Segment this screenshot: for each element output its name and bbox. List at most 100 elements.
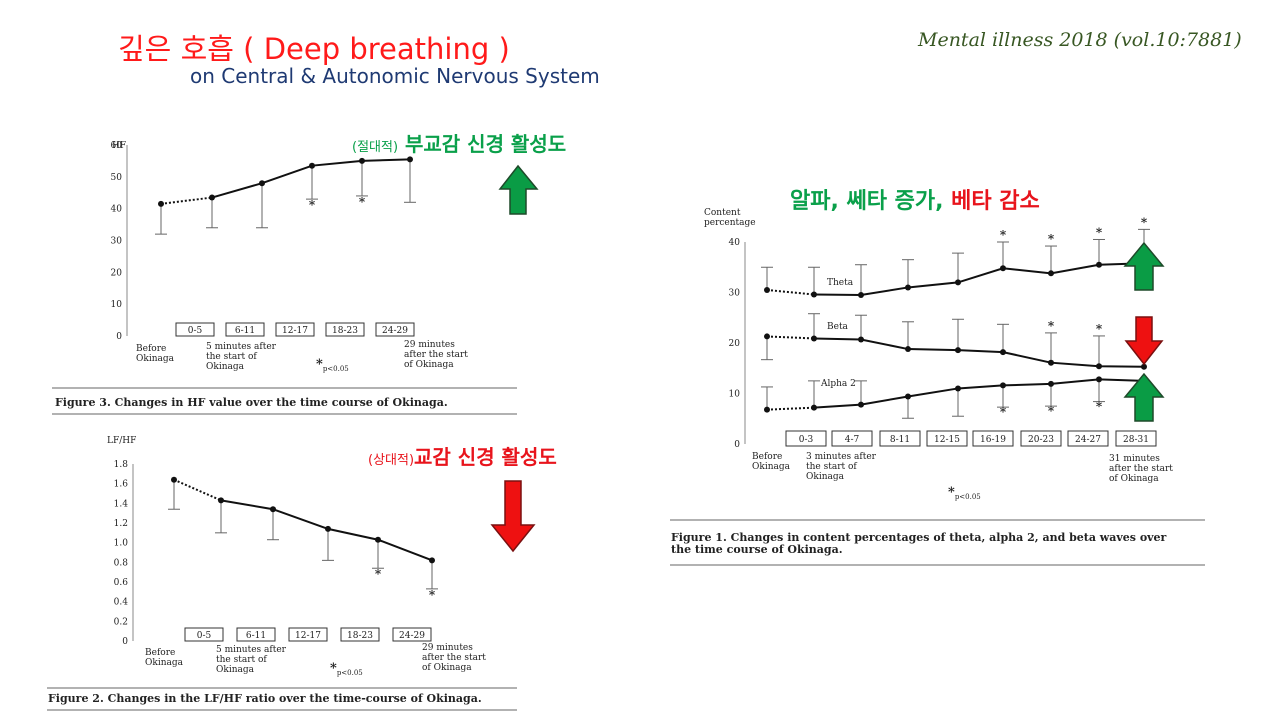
series-line-dotted <box>766 335 815 340</box>
x-category-box <box>831 430 873 447</box>
data-point <box>1000 265 1006 272</box>
x-tick-label: 24-27 <box>1075 435 1101 445</box>
data-point <box>1096 363 1102 370</box>
x-category-box <box>225 322 265 337</box>
significance-star: * <box>1048 232 1055 246</box>
x-tick-label: Before Okinaga <box>752 452 791 472</box>
significance-note: *p<0.05 <box>330 661 363 677</box>
x-tick-label: 24-29 <box>399 631 425 641</box>
y-tick-label: 1.0 <box>114 539 129 549</box>
y-tick-label: 1.6 <box>114 480 129 490</box>
data-point <box>1141 377 1147 384</box>
x-category-box <box>392 627 432 642</box>
hf-annotation: (절대적) 부교감 신경 활성도 <box>352 128 566 157</box>
data-point <box>1000 382 1006 389</box>
significance-star: * <box>1048 319 1055 333</box>
y-tick-label: 10 <box>729 390 741 400</box>
significance-star: * <box>429 588 436 602</box>
wave-decrease-text: 베타 감소 <box>951 189 1040 214</box>
x-category-box <box>1020 430 1062 447</box>
data-point <box>1000 349 1006 356</box>
data-point <box>1141 363 1147 370</box>
data-point <box>359 157 365 164</box>
page-subtitle: on Central & Autonomic Nervous System <box>190 64 600 88</box>
end-note: 29 minutes after the start of Okinaga <box>422 643 486 673</box>
data-point <box>1048 270 1054 277</box>
end-note: 31 minutes after the start of Okinaga <box>1109 454 1173 484</box>
hf-annotation-prefix: (절대적) <box>352 140 399 155</box>
y-tick-label: 0.2 <box>114 617 128 627</box>
significance-star: * <box>1096 322 1103 336</box>
data-point <box>375 536 381 543</box>
significance-star: * <box>375 567 382 581</box>
x-tick-label: Before Okinaga <box>145 648 184 668</box>
x-tick-label: 0-5 <box>197 631 212 641</box>
series-line-dotted <box>766 406 815 411</box>
significance-star: * <box>309 198 316 212</box>
x-tick-label: 28-31 <box>1123 435 1149 445</box>
y-tick-label: 30 <box>729 289 741 299</box>
data-point <box>1096 261 1102 268</box>
y-axis-label: LF/HF <box>107 436 136 446</box>
significance-note: *p<0.05 <box>948 485 981 501</box>
data-point <box>905 284 911 291</box>
data-point <box>209 194 215 201</box>
data-point <box>955 279 961 286</box>
x-category-box <box>926 430 968 447</box>
start-note: 5 minutes after the start of Okinaga <box>206 342 277 372</box>
y-tick-label: 50 <box>111 173 123 183</box>
y-axis-label: Content percentage <box>704 208 756 228</box>
data-point <box>171 476 177 483</box>
x-category-box <box>325 322 365 337</box>
data-point <box>325 525 331 532</box>
y-tick-label: 60 <box>111 141 123 151</box>
data-point <box>811 335 817 342</box>
significance-star: * <box>1000 228 1007 242</box>
x-tick-label: 18-23 <box>332 326 358 336</box>
x-tick-label: 12-15 <box>934 435 960 445</box>
significance-note: *p<0.05 <box>316 357 349 373</box>
data-point <box>858 336 864 343</box>
x-category-box <box>236 627 276 642</box>
data-point <box>259 180 265 187</box>
series-label: Alpha 2 <box>820 379 856 389</box>
y-tick-label: 40 <box>111 205 123 215</box>
x-category-box <box>972 430 1014 447</box>
data-point <box>955 385 961 392</box>
y-tick-label: 0 <box>734 440 740 450</box>
lfhf-annotation: (상대적)교감 신경 활성도 <box>368 441 557 470</box>
y-axis-label: HF <box>112 141 126 151</box>
data-point <box>309 162 315 169</box>
data-point <box>1141 260 1147 267</box>
y-tick-label: 30 <box>111 237 123 247</box>
x-tick-label: Before Okinaga <box>136 344 175 364</box>
wave-annotation: 알파, 쎄타 증가, 베타 감소 <box>790 183 1040 215</box>
data-point <box>764 406 770 413</box>
series-line-dotted <box>173 478 222 502</box>
x-tick-label: 8-11 <box>890 435 910 445</box>
x-category-box <box>184 627 224 642</box>
data-point <box>905 393 911 400</box>
data-point <box>905 346 911 353</box>
series-line <box>813 337 1145 368</box>
series-line-dotted <box>766 288 815 296</box>
y-tick-label: 0 <box>122 637 128 647</box>
significance-star: * <box>1048 404 1055 418</box>
x-tick-label: 16-19 <box>980 435 1006 445</box>
y-tick-label: 1.4 <box>114 499 129 509</box>
x-tick-label: 6-11 <box>235 326 255 336</box>
data-point <box>955 347 961 354</box>
data-point <box>764 286 770 293</box>
significance-star: * <box>1000 405 1007 419</box>
significance-star: * <box>1096 400 1103 414</box>
x-tick-label: 4-7 <box>845 435 860 445</box>
series-label: Beta <box>827 322 849 332</box>
x-category-box <box>1115 430 1157 447</box>
end-note: 29 minutes after the start of Okinaga <box>404 340 468 370</box>
x-tick-label: 18-23 <box>347 631 373 641</box>
y-tick-label: 10 <box>111 300 123 310</box>
page-title: 깊은 호흡 ( Deep breathing ) <box>118 32 510 66</box>
figure-caption: Figure 1. Changes in content percentages… <box>671 531 1167 556</box>
data-point <box>407 156 413 163</box>
data-point <box>429 557 435 564</box>
